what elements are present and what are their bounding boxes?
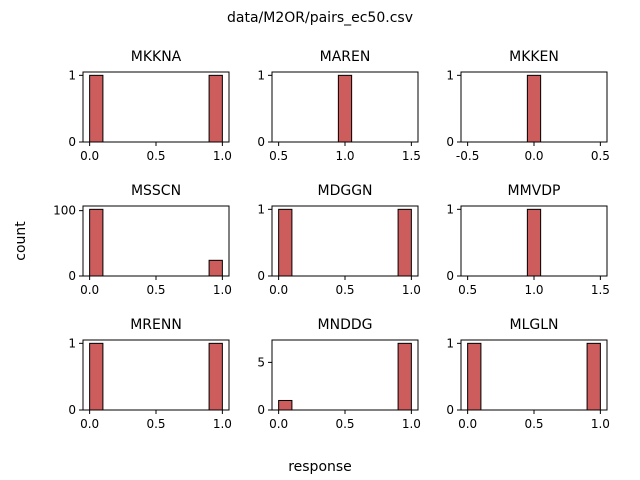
y-tick-label: 1	[446, 68, 454, 82]
x-tick-label: 1.0	[524, 283, 543, 297]
axes-frame	[271, 339, 419, 411]
histogram-bar	[526, 208, 542, 277]
x-tick-label: 1.0	[402, 283, 421, 297]
histogram-bar	[397, 342, 412, 411]
histogram-bar	[208, 74, 223, 143]
histogram-panel-3: MKKEN -0.5 0.0 0.5 0 1	[446, 49, 610, 163]
y-tick-label: 0	[446, 403, 454, 417]
x-tick-label: 0.0	[80, 283, 99, 297]
y-tick-label: 0	[257, 135, 265, 149]
axes-frame	[271, 205, 419, 277]
histogram-panel-8: MNDDG 0.0 0.5 1.0 0 5	[257, 317, 421, 431]
y-tick-label: 1	[257, 68, 265, 82]
y-tick-label: 0	[257, 269, 265, 283]
x-tick-label: 0.5	[335, 417, 354, 431]
x-tick-label: 0.0	[269, 283, 288, 297]
panel-title: MKKEN	[509, 49, 559, 65]
panel-title: MKKNA	[131, 49, 182, 65]
histogram-bar	[397, 208, 412, 277]
x-tick-label: 0.5	[524, 417, 543, 431]
x-tick-label: 0.0	[524, 149, 543, 163]
axes-frame	[82, 339, 230, 411]
histogram-bar	[89, 342, 104, 411]
x-tick-label: 1.0	[213, 283, 232, 297]
y-tick-label: 0	[446, 135, 454, 149]
y-tick-label: 0	[68, 269, 76, 283]
x-tick-label: 1.0	[335, 149, 354, 163]
histogram-bar	[526, 74, 542, 143]
histogram-panel-9: MLGLN 0.0 0.5 1.0 0 1	[446, 317, 610, 431]
x-tick-label: 0.5	[146, 283, 165, 297]
y-tick-label: 100	[53, 204, 76, 218]
histogram-panel-6: MMVDP 0.5 1.0 1.5 0 1	[446, 183, 610, 297]
panel-title: MRENN	[130, 317, 182, 333]
y-tick-label: 5	[257, 355, 265, 369]
y-tick-label: 0	[257, 403, 265, 417]
x-tick-label: 1.0	[591, 417, 610, 431]
x-tick-label: 0.5	[146, 417, 165, 431]
histogram-panel-7: MRENN 0.0 0.5 1.0 0 1	[68, 317, 232, 431]
histogram-panel-2: MAREN 0.5 1.0 1.5 0 1	[257, 49, 421, 163]
panel-title: MSSCN	[131, 183, 181, 199]
x-tick-label: 0.0	[80, 149, 99, 163]
x-tick-label: 1.5	[402, 149, 421, 163]
figure-title: data/M2OR/pairs_ec50.csv	[227, 10, 413, 26]
x-tick-label: 1.0	[402, 417, 421, 431]
x-tick-label: 0.5	[146, 149, 165, 163]
panel-title: MDGGN	[317, 183, 372, 199]
panel-title: MNDDG	[318, 317, 373, 333]
histogram-panel-1: MKKNA 0.0 0.5 1.0 0 1	[68, 49, 232, 163]
y-tick-label: 0	[446, 269, 454, 283]
y-tick-label: 0	[68, 135, 76, 149]
histogram-bar	[278, 399, 293, 411]
histogram-bar	[467, 342, 482, 411]
x-tick-label: 0.5	[458, 283, 477, 297]
histogram-bar	[208, 342, 223, 411]
x-tick-label: 0.5	[335, 283, 354, 297]
y-tick-label: 1	[446, 336, 454, 350]
histogram-bar	[89, 74, 104, 143]
histogram-panel-5: MDGGN 0.0 0.5 1.0 0 1	[257, 183, 421, 297]
y-tick-label: 1	[446, 202, 454, 216]
histogram-bar	[586, 342, 601, 411]
histogram-bar	[337, 74, 353, 143]
figure-x-label: response	[288, 459, 352, 475]
x-tick-label: 1.0	[213, 417, 232, 431]
x-tick-label: 0.5	[591, 149, 610, 163]
y-tick-label: 0	[68, 403, 76, 417]
y-tick-label: 1	[68, 336, 76, 350]
axes-frame	[82, 71, 230, 143]
panel-title: MAREN	[320, 49, 371, 65]
axes-frame	[82, 205, 230, 277]
x-tick-label: 1.0	[213, 149, 232, 163]
x-tick-label: 1.5	[591, 283, 610, 297]
panel-title: MLGLN	[510, 317, 559, 333]
histogram-bar	[208, 259, 223, 277]
x-tick-label: 0.0	[458, 417, 477, 431]
histogram-bar	[89, 208, 104, 277]
y-tick-label: 1	[68, 68, 76, 82]
axes-frame	[460, 339, 608, 411]
x-tick-label: 0.5	[269, 149, 288, 163]
y-tick-label: 1	[257, 202, 265, 216]
x-tick-label: 0.0	[80, 417, 99, 431]
x-tick-label: 0.0	[269, 417, 288, 431]
x-tick-label: -0.5	[456, 149, 479, 163]
histogram-panel-4: MSSCN 0.0 0.5 1.0 0 100	[53, 183, 232, 297]
figure-y-label: count	[13, 221, 29, 261]
panel-title: MMVDP	[508, 183, 561, 199]
histogram-bar	[278, 208, 293, 277]
